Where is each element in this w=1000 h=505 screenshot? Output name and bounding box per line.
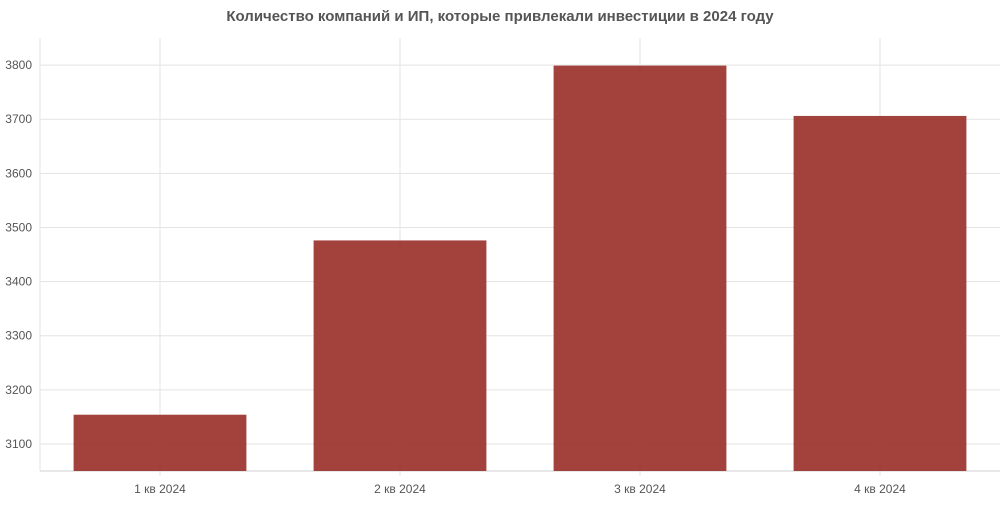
y-tick-label: 3100: [5, 437, 32, 451]
y-tick-label: 3300: [5, 329, 32, 343]
chart-title: Количество компаний и ИП, которые привле…: [226, 8, 774, 25]
x-tick-label: 4 кв 2024: [854, 482, 906, 496]
y-tick-label: 3200: [5, 383, 32, 397]
bar-1: [73, 414, 247, 471]
y-tick-label: 3500: [5, 220, 32, 234]
bar-3: [553, 65, 727, 471]
bar-4: [793, 115, 967, 471]
x-tick-label: 1 кв 2024: [134, 482, 186, 496]
y-tick-label: 3400: [5, 275, 32, 289]
y-tick-label: 3800: [5, 58, 32, 72]
bar-2: [313, 240, 487, 471]
x-tick-label: 3 кв 2024: [614, 482, 666, 496]
y-tick-label: 3700: [5, 112, 32, 126]
y-tick-label: 3600: [5, 166, 32, 180]
x-tick-label: 2 кв 2024: [374, 482, 426, 496]
